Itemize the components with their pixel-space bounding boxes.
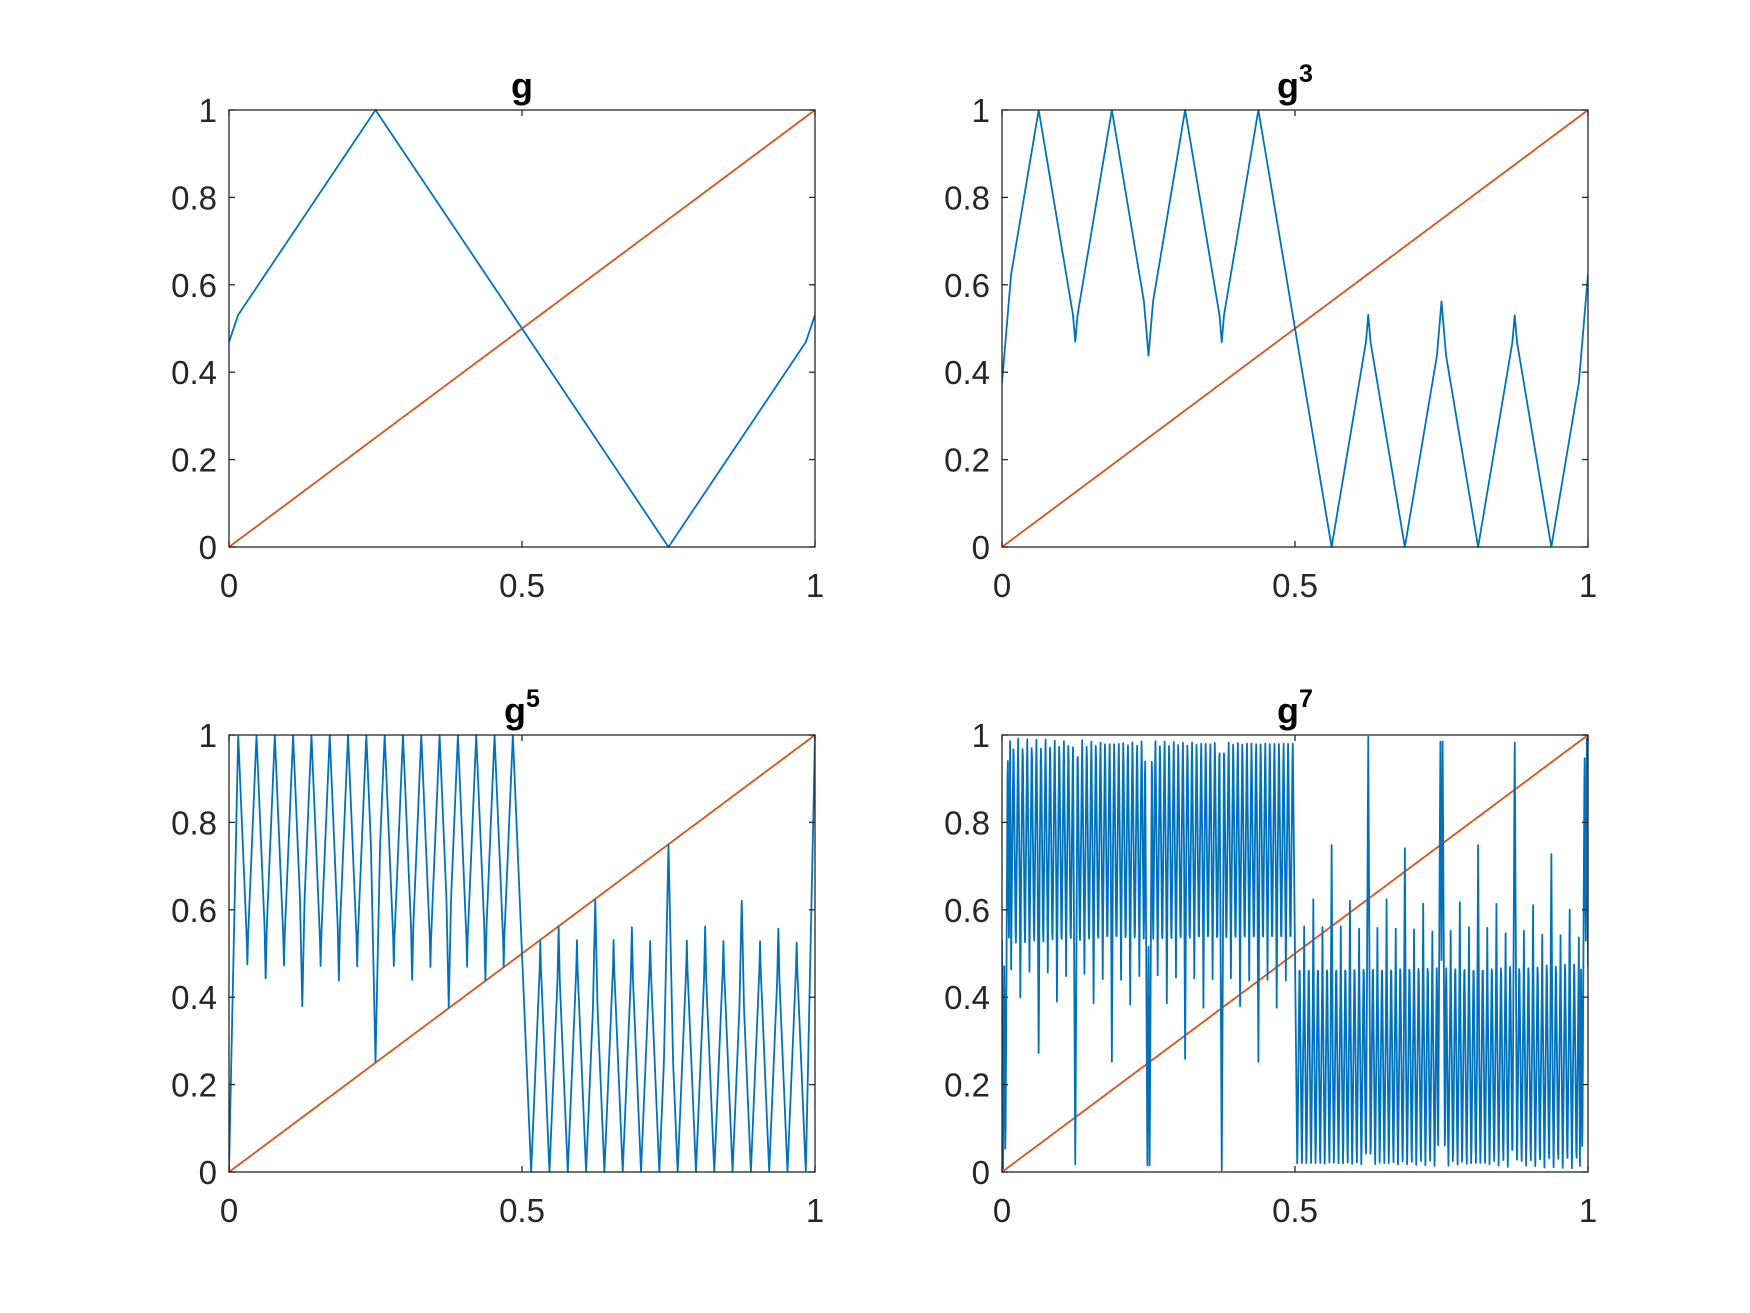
title-exponent: 3	[1299, 60, 1313, 88]
iterate-curve	[1002, 109, 1588, 548]
y-tick-label: 0.4	[171, 354, 217, 391]
title-base: g	[504, 690, 526, 731]
x-tick-label: 0.5	[499, 567, 545, 604]
y-tick-label: 0.6	[944, 267, 990, 304]
iterate-curve	[229, 734, 815, 1173]
title-exponent: 5	[526, 685, 540, 713]
x-tick-label: 0	[993, 567, 1011, 604]
y-tick-label: 0.2	[171, 1067, 217, 1104]
x-tick-label: 1	[806, 567, 824, 604]
title-base: g	[1277, 690, 1299, 731]
y-tick-label: 0.8	[944, 179, 990, 216]
x-tick-label: 0.5	[1272, 567, 1318, 604]
y-tick-label: 0.6	[171, 267, 217, 304]
y-tick-label: 0.2	[171, 442, 217, 479]
y-tick-label: 0.4	[944, 979, 990, 1016]
y-tick-label: 0.4	[171, 979, 217, 1016]
y-tick-label: 0	[199, 529, 217, 566]
x-tick-label: 0	[993, 1192, 1011, 1229]
y-tick-label: 0	[972, 529, 990, 566]
subplot-grid: 0 0.5 1 0 0.2 0.4 0.6 0.8 1 g 0 0.5 1 0 0.2 0.4 0.6 0.8 1 g…	[171, 60, 1597, 1229]
subplot-title: g5	[504, 685, 540, 731]
y-tick-label: 0.8	[944, 804, 990, 841]
subplot-1: 0 0.5 1 0 0.2 0.4 0.6 0.8 1 g	[171, 65, 824, 604]
x-tick-label: 1	[1579, 1192, 1597, 1229]
y-tick-label: 1	[972, 717, 990, 754]
subplot-3: 0 0.5 1 0 0.2 0.4 0.6 0.8 1 g5	[171, 685, 824, 1229]
x-tick-label: 1	[1579, 567, 1597, 604]
y-tick-label: 0	[972, 1154, 990, 1191]
iterate-curve	[229, 109, 815, 548]
title-exponent: 7	[1299, 685, 1313, 713]
subplot-title: g7	[1277, 685, 1313, 731]
x-tick-label: 0	[220, 1192, 238, 1229]
subplot-4: 0 0.5 1 0 0.2 0.4 0.6 0.8 1 g7	[944, 685, 1597, 1229]
y-tick-label: 0.4	[944, 354, 990, 391]
x-tick-label: 0.5	[1272, 1192, 1318, 1229]
y-tick-label: 0	[199, 1154, 217, 1191]
y-tick-label: 0.6	[171, 892, 217, 929]
x-tick-label: 0.5	[499, 1192, 545, 1229]
y-tick-label: 1	[972, 92, 990, 129]
y-tick-label: 0.2	[944, 1067, 990, 1104]
y-tick-label: 1	[199, 92, 217, 129]
title-base: g	[1277, 65, 1299, 106]
x-tick-label: 0	[220, 567, 238, 604]
x-tick-label: 1	[806, 1192, 824, 1229]
subplot-title: g3	[1277, 60, 1313, 106]
y-tick-label: 0.6	[944, 892, 990, 929]
y-tick-label: 1	[199, 717, 217, 754]
subplot-2: 0 0.5 1 0 0.2 0.4 0.6 0.8 1 g3	[944, 60, 1597, 604]
y-tick-label: 0.8	[171, 179, 217, 216]
title-base: g	[511, 65, 533, 106]
subplot-title: g	[511, 65, 533, 106]
y-tick-label: 0.2	[944, 442, 990, 479]
iterate-curve	[1002, 735, 1588, 1172]
y-tick-label: 0.8	[171, 804, 217, 841]
